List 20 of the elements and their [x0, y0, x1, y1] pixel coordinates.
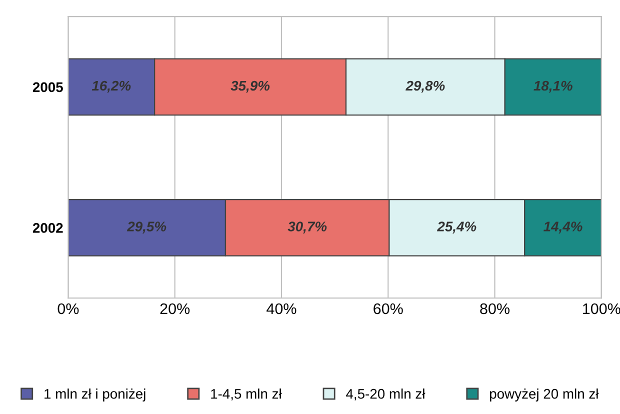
data-label: 29,5%: [126, 222, 166, 234]
x-tick-label: 40%: [266, 303, 296, 314]
x-tick-label: 80%: [480, 303, 510, 314]
data-label: 30,7%: [288, 222, 327, 234]
data-label: 16,2%: [92, 80, 131, 93]
data-label: 14,4%: [544, 222, 582, 234]
legend-label: 1-4,5 mln zł: [211, 388, 282, 400]
legend-label: 1 mln zł i poniżej: [44, 388, 146, 402]
x-tick-label: 60%: [374, 303, 403, 314]
x-tick-label: 100%: [583, 303, 620, 314]
data-label: 29,8%: [406, 80, 445, 93]
legend-label: powyżej 20 mln zł: [490, 388, 599, 402]
x-tick-label: 20%: [160, 303, 190, 314]
legend-label: 4,5-20 mln zł: [346, 388, 426, 400]
x-tick-label: 0%: [58, 303, 79, 314]
data-label: 18,1%: [534, 80, 572, 93]
data-label: 25,4%: [436, 222, 476, 234]
y-tick-label: 2005: [32, 82, 63, 92]
data-label: 35,9%: [230, 80, 270, 93]
y-tick-label: 2002: [32, 223, 63, 233]
